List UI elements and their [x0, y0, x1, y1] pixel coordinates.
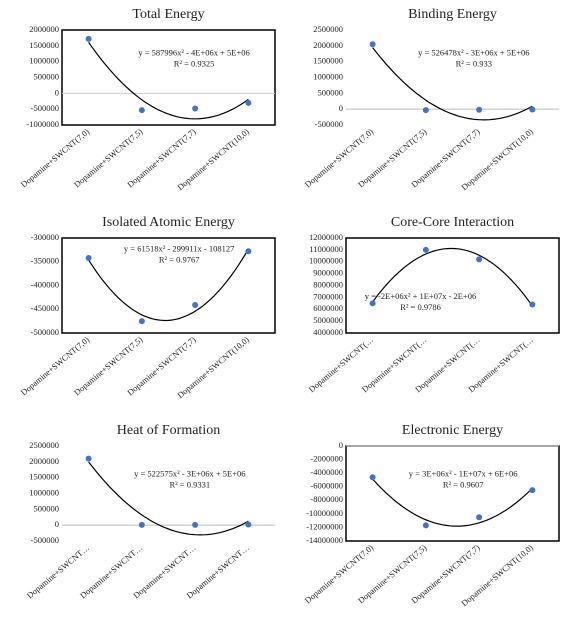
point: [422, 246, 429, 253]
y-tick-label: -4000000: [310, 467, 343, 477]
trendline: [88, 461, 249, 536]
point: [476, 514, 483, 521]
y-tick-label: -12000000: [306, 521, 343, 531]
y-tick-label: -1000000: [26, 119, 59, 129]
y-tick-label: 0: [339, 103, 343, 113]
y-tick-label: -6000000: [310, 481, 343, 491]
annotation: R² = 0.9607: [443, 479, 484, 489]
point: [369, 474, 376, 481]
point: [85, 35, 92, 42]
y-tick-label: 5000000: [313, 315, 343, 325]
y-tick-label: 10000000: [309, 256, 343, 266]
plot-frame: [61, 29, 276, 126]
annotation: R² = 0.933: [456, 59, 492, 69]
y-tick-label: -450000: [31, 303, 59, 313]
y-tick-label: 2500000: [29, 440, 59, 450]
y-tick-label: 500000: [318, 87, 344, 97]
y-tick-label: 6000000: [313, 303, 343, 313]
y-tick-label: 1000000: [313, 71, 343, 81]
y-tick-label: 7000000: [313, 291, 343, 301]
y-tick-label: 9000000: [313, 268, 343, 278]
point: [369, 41, 376, 48]
point: [422, 107, 429, 114]
point: [138, 521, 145, 528]
point: [192, 521, 199, 528]
trendline: [88, 248, 249, 322]
y-tick-label: 500000: [34, 71, 60, 81]
annotation: y = 61518x² - 299911x - 108127: [124, 243, 234, 253]
plot-frame: [345, 237, 560, 334]
chart-title: Electronic Energy: [402, 423, 503, 438]
y-tick-label: -400000: [31, 279, 59, 289]
y-tick-label: -500000: [315, 119, 343, 129]
annotation: y = 526478x² - 3E+06x + 5E+06: [418, 48, 529, 58]
y-tick-label: 0: [55, 87, 59, 97]
point: [245, 521, 252, 528]
y-tick-label: 500000: [34, 503, 60, 513]
point: [476, 106, 483, 113]
y-tick-label: 11000000: [309, 244, 343, 254]
trendline: [372, 247, 533, 307]
y-tick-label: -500000: [31, 535, 59, 545]
point: [369, 300, 376, 307]
point: [192, 105, 199, 112]
y-tick-label: -500000: [31, 103, 59, 113]
y-tick-label: -350000: [31, 256, 59, 266]
trendline: [372, 47, 533, 121]
y-tick-label: 4000000: [313, 327, 343, 337]
y-tick-label: 1500000: [313, 56, 343, 66]
y-tick-label: -300000: [31, 232, 59, 242]
y-tick-label: -14000000: [306, 535, 343, 545]
y-tick-label: -500000: [31, 327, 59, 337]
point: [422, 522, 429, 529]
annotation: y = -2E+06x² + 1E+07x - 2E+06: [365, 291, 477, 301]
chart-title: Heat of Formation: [117, 423, 220, 438]
y-tick-label: -8000000: [310, 494, 343, 504]
point: [245, 248, 252, 255]
annotation: R² = 0.9331: [169, 479, 210, 489]
plot-frame: [61, 237, 276, 334]
y-tick-label: -10000000: [306, 508, 343, 518]
trendline: [88, 41, 249, 120]
y-tick-label: 2000000: [29, 24, 59, 34]
y-tick-label: 12000000: [309, 232, 343, 242]
point: [85, 254, 92, 261]
y-tick-label: 0: [339, 440, 343, 450]
point: [138, 107, 145, 114]
y-tick-label: 1000000: [29, 56, 59, 66]
y-tick-label: 1500000: [29, 472, 59, 482]
y-tick-label: 1500000: [29, 40, 59, 50]
chart-title: Total Energy: [132, 7, 204, 22]
annotation: R² = 0.9786: [400, 302, 441, 312]
y-tick-label: 2000000: [313, 40, 343, 50]
point: [85, 455, 92, 462]
point: [192, 301, 199, 308]
point: [245, 99, 252, 106]
y-tick-label: 1000000: [29, 487, 59, 497]
chart-title: Binding Energy: [408, 7, 497, 22]
chart-title: Isolated Atomic Energy: [102, 215, 235, 230]
y-tick-label: 2000000: [29, 456, 59, 466]
annotation: y = 587996x² - 4E+06x + 5E+06: [138, 48, 249, 58]
annotation: R² = 0.9325: [174, 59, 215, 69]
chart-title: Core-Core Interaction: [391, 215, 514, 230]
y-tick-label: -2000000: [310, 454, 343, 464]
annotation: R² = 0.9767: [159, 254, 200, 264]
point: [529, 106, 536, 113]
point: [138, 318, 145, 325]
y-tick-label: 8000000: [313, 279, 343, 289]
point: [529, 487, 536, 494]
y-tick-label: 2500000: [313, 24, 343, 34]
y-tick-label: 0: [55, 519, 59, 529]
point: [529, 301, 536, 308]
point: [476, 256, 483, 263]
trendline: [372, 478, 533, 527]
annotation: y = 522575x² - 3E+06x + 5E+06: [134, 468, 245, 478]
annotation: y = 3E+06x² - 1E+07x + 6E+06: [409, 468, 518, 478]
